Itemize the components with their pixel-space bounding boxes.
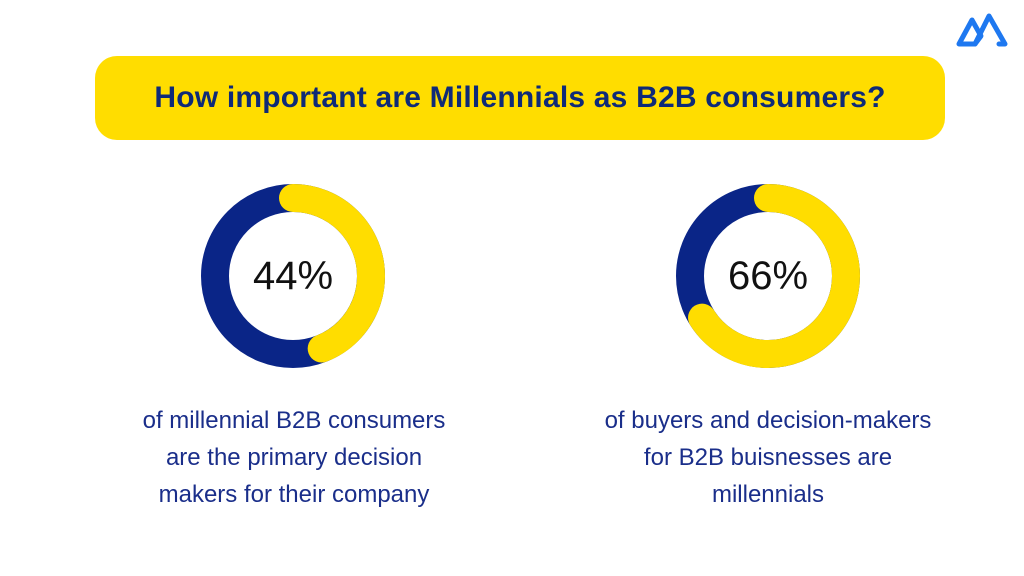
- donut-chart-66: 66%: [676, 184, 860, 368]
- caption-line: of millennial B2B consumers: [142, 407, 446, 434]
- donut-chart-44: 44%: [201, 184, 385, 368]
- caption-line: millennials: [711, 481, 825, 508]
- stat-value: 44%: [252, 253, 334, 298]
- stat-caption: of millennial B2B consumers are the prim…: [84, 402, 504, 513]
- mountain-logo-icon: [956, 13, 1008, 47]
- donut-ring: [676, 184, 860, 368]
- caption-line: for B2B buisnesses are: [643, 444, 893, 471]
- caption-line: makers for their company: [158, 481, 430, 508]
- page-title: How important are Millennials as B2B con…: [154, 81, 886, 114]
- title-banner: How important are Millennials as B2B con…: [95, 56, 945, 140]
- brand-logo: [953, 8, 1013, 50]
- caption-line: are the primary decision: [165, 444, 423, 471]
- stat-value: 66%: [727, 253, 809, 298]
- donut-ring: [201, 184, 385, 368]
- caption-line: of buyers and decision-makers: [604, 407, 932, 434]
- stat-caption: of buyers and decision-makers for B2B bu…: [558, 402, 978, 513]
